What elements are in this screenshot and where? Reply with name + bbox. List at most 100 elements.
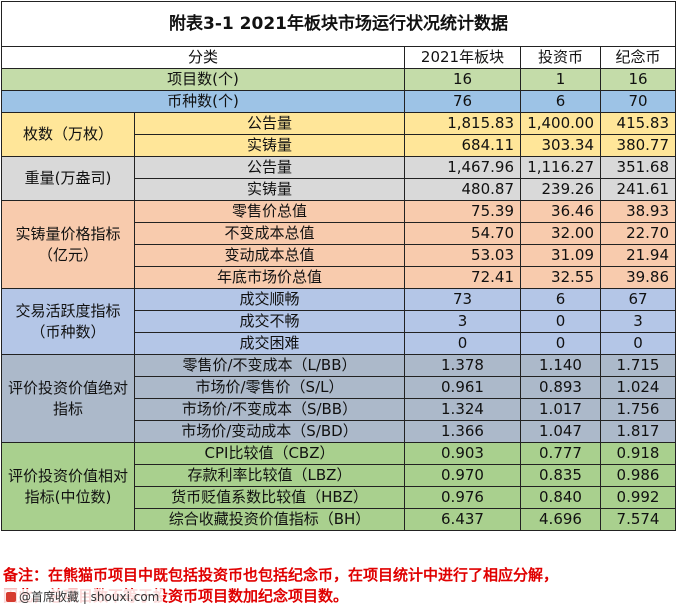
group-label: 评价投资价值相对指标(中位数)	[1, 442, 135, 531]
table-row: 综合收藏投资价值指标（BH） 6.437 4.696 7.574	[1, 508, 677, 531]
cell-value: 303.34	[520, 134, 601, 157]
cell-value: 16	[599, 68, 677, 91]
cell-value: 3	[404, 310, 521, 333]
row-label: 市场价/变动成本（S/BD）	[134, 420, 405, 443]
watermark: @首席收藏 | shouxi.com	[2, 589, 164, 605]
cell-value: 241.61	[599, 178, 677, 201]
cell-value: 1.047	[520, 420, 601, 443]
row-label: 成交困难	[134, 332, 405, 355]
cell-value: 7.574	[599, 508, 677, 531]
cell-value: 0.777	[520, 442, 601, 465]
cell-value: 1.378	[404, 354, 521, 377]
table-row: 评价投资价值绝对指标 零售价/不变成本（L/BB） 1.378 1.140 1.…	[1, 354, 677, 443]
table-row: 货币贬值系数比较值（HBZ） 0.976 0.840 0.992	[1, 486, 677, 509]
cell-value: 1.324	[404, 398, 521, 421]
cell-value: 4.696	[520, 508, 601, 531]
table-row: 评价投资价值相对指标(中位数) CPI比较值（CBZ） 0.903 0.777 …	[1, 442, 677, 531]
row-label: 实铸量	[134, 134, 405, 157]
cell-value: 0	[599, 332, 677, 355]
cell-value: 0	[520, 310, 601, 333]
footnote-line-1: 备注：在熊猫币项目中既包括投资币也包括纪念币，在项目统计中进行了相应分解，	[3, 566, 559, 584]
cell-value: 75.39	[404, 200, 521, 223]
watermark-text: @首席收藏 | shouxi.com	[19, 590, 160, 604]
group-label: 实铸量价格指标（亿元）	[1, 200, 135, 289]
row-label: 市场价/零售价（S/L）	[134, 376, 405, 399]
watermark-logo-icon	[6, 592, 16, 602]
cell-value: 1.140	[520, 354, 601, 377]
cell-value: 32.00	[520, 222, 601, 245]
cell-value: 73	[404, 288, 521, 311]
cell-value: 0.970	[404, 464, 521, 487]
cell-value: 38.93	[599, 200, 677, 223]
table-row: 市场价/不变成本（S/BB） 1.324 1.017 1.756	[1, 398, 677, 421]
cell-value: 351.68	[599, 156, 677, 179]
cell-value: 1.715	[599, 354, 677, 377]
row-label: 成交不畅	[134, 310, 405, 333]
cell-value: 6	[520, 90, 601, 113]
cell-value: 1.024	[599, 376, 677, 399]
row-label: 综合收藏投资价值指标（BH）	[134, 508, 405, 531]
stats-table: 附表3-1 2021年板块市场运行状况统计数据 分类 2021年板块 投资币 纪…	[0, 1, 677, 531]
cell-value: 3	[599, 310, 677, 333]
cell-value: 0	[404, 332, 521, 355]
header-commemorative-coin: 纪念币	[599, 46, 677, 69]
row-label: 货币贬值系数比较值（HBZ）	[134, 486, 405, 509]
cell-value: 16	[404, 68, 521, 91]
group-label: 评价投资价值绝对指标	[1, 354, 135, 443]
row-label: CPI比较值（CBZ）	[134, 442, 405, 465]
table-row: 变动成本总值 53.03 31.09 21.94	[1, 244, 677, 267]
cell-value: 0.976	[404, 486, 521, 509]
cell-value: 1	[520, 68, 601, 91]
row-label: 成交顺畅	[134, 288, 405, 311]
cell-value: 0	[520, 332, 601, 355]
cell-value: 1,467.96	[404, 156, 521, 179]
header-row: 分类 2021年板块 投资币 纪念币	[1, 46, 677, 69]
table-row: 不变成本总值 54.70 32.00 22.70	[1, 222, 677, 245]
row-label: 公告量	[134, 156, 405, 179]
cell-value: 1.366	[404, 420, 521, 443]
cell-value: 239.26	[520, 178, 601, 201]
cell-value: 1.756	[599, 398, 677, 421]
group-label: 枚数（万枚）	[1, 112, 135, 157]
row-label: 零售价/不变成本（L/BB）	[134, 354, 405, 377]
table-row: 实铸量价格指标（亿元） 零售价总值 75.39 36.46 38.93	[1, 200, 677, 289]
cell-value: 54.70	[404, 222, 521, 245]
cell-value: 1,116.27	[520, 156, 601, 179]
cell-value: 31.09	[520, 244, 601, 267]
cell-value: 53.03	[404, 244, 521, 267]
cell-value: 0.903	[404, 442, 521, 465]
cell-value: 1,400.00	[520, 112, 601, 135]
table-row: 年底市场价总值 72.41 32.55 39.86	[1, 266, 677, 289]
row-label: 变动成本总值	[134, 244, 405, 267]
cell-value: 1.017	[520, 398, 601, 421]
cell-value: 0.918	[599, 442, 677, 465]
cell-value: 22.70	[599, 222, 677, 245]
stats-table-container: 附表3-1 2021年板块市场运行状况统计数据 分类 2021年板块 投资币 纪…	[0, 1, 677, 531]
cell-value: 684.11	[404, 134, 521, 157]
cell-value: 380.77	[599, 134, 677, 157]
row-label: 存款利率比较值（LBZ）	[134, 464, 405, 487]
table-row: 枚数（万枚） 公告量 1,815.83 1,400.00 415.83	[1, 112, 677, 157]
cell-value: 36.46	[520, 200, 601, 223]
group-label: 交易活跃度指标（币种数）	[1, 288, 135, 355]
cell-value: 415.83	[599, 112, 677, 135]
table-row: 成交困难 0 0 0	[1, 332, 677, 355]
row-label: 币种数(个)	[1, 90, 405, 113]
cell-value: 72.41	[404, 266, 521, 289]
cell-value: 0.840	[520, 486, 601, 509]
cell-value: 0.986	[599, 464, 677, 487]
group-label: 重量(万盎司)	[1, 156, 135, 201]
cell-value: 76	[404, 90, 521, 113]
table-row: 币种数(个) 76 6 70	[1, 90, 677, 113]
table-row: 存款利率比较值（LBZ） 0.970 0.835 0.986	[1, 464, 677, 487]
table-row: 实铸量 684.11 303.34 380.77	[1, 134, 677, 157]
cell-value: 21.94	[599, 244, 677, 267]
cell-value: 67	[599, 288, 677, 311]
header-investment-coin: 投资币	[520, 46, 601, 69]
title-row: 附表3-1 2021年板块市场运行状况统计数据	[0, 1, 677, 47]
cell-value: 6	[520, 288, 601, 311]
table-row: 项目数(个) 16 1 16	[1, 68, 677, 91]
cell-value: 6.437	[404, 508, 521, 531]
header-2021-sector: 2021年板块	[404, 46, 521, 69]
cell-value: 39.86	[599, 266, 677, 289]
